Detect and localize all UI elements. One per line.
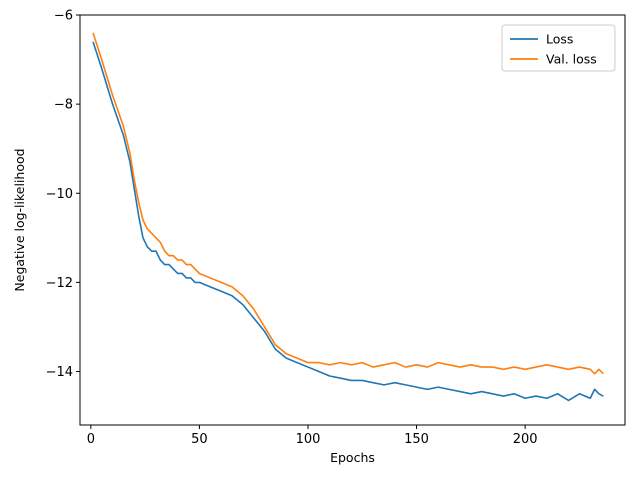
x-tick-label: 50 [191, 432, 208, 447]
legend-label: Val. loss [546, 52, 597, 67]
y-tick-label: −12 [46, 276, 73, 291]
x-tick-label: 150 [404, 432, 429, 447]
series-line-1 [92, 41, 604, 402]
x-tick-label: 100 [296, 432, 321, 447]
x-axis-label: Epochs [330, 450, 375, 465]
series-line-2 [92, 32, 604, 375]
y-tick-label: −6 [54, 9, 73, 24]
y-tick-label: −14 [46, 365, 73, 380]
axes-layer: 0 50 100 150 200 −14 −12 −10 −8 −6 [46, 9, 626, 447]
series-layer [92, 32, 604, 402]
legend: Loss Val. loss [501, 24, 616, 72]
y-axis-label: Negative log-likelihood [12, 148, 27, 291]
legend-label: Loss [546, 32, 573, 47]
plot-frame [79, 14, 626, 426]
x-tick-label: 0 [87, 432, 95, 447]
y-tick-label: −10 [46, 187, 73, 202]
x-tick-label: 200 [513, 432, 538, 447]
y-tick-label: −8 [54, 98, 73, 113]
